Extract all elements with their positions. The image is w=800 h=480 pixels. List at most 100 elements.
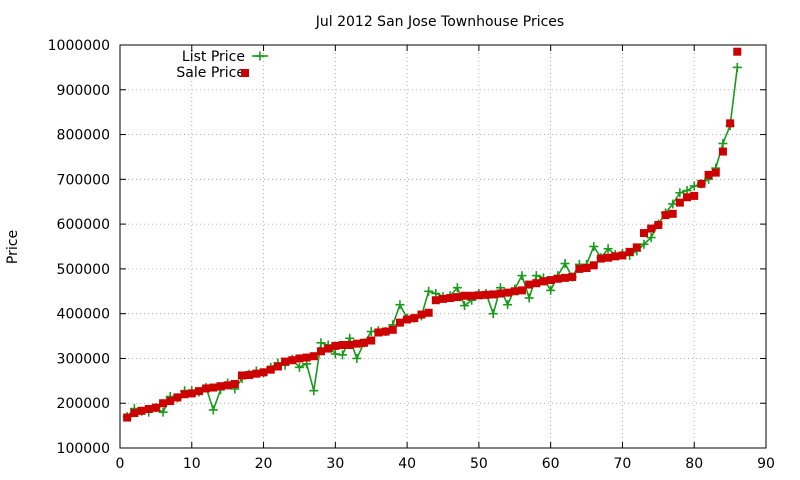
list-price-point: [524, 293, 534, 303]
sale-price-point: [604, 253, 613, 262]
sale-price-point: [460, 291, 469, 300]
sale-price-point: [697, 179, 706, 188]
sale-price-point: [130, 409, 139, 418]
sale-price-point: [661, 211, 670, 220]
sale-price-point: [446, 293, 455, 302]
sale-price-point: [647, 224, 656, 233]
y-tick-label: 300000: [57, 351, 110, 367]
x-tick-label: 0: [116, 456, 125, 472]
sale-price-point: [489, 290, 498, 299]
sale-price-point: [345, 341, 354, 350]
list-price-point: [330, 349, 340, 359]
list-price-point: [424, 286, 434, 296]
y-axis-label: Price: [5, 230, 21, 264]
list-price-point: [366, 327, 376, 337]
sale-price-point: [632, 243, 641, 252]
sale-price-point: [309, 352, 318, 361]
y-tick-label: 100000: [57, 441, 110, 457]
sale-price-point: [273, 362, 282, 371]
list-price-point: [560, 259, 570, 269]
sale-price-point: [216, 382, 225, 391]
list-price-point: [208, 405, 218, 415]
legend-label: Sale Price: [176, 65, 245, 81]
list-price-point: [309, 386, 319, 396]
y-tick-label: 800000: [57, 128, 110, 144]
sale-price-point: [733, 47, 742, 56]
sale-price-point: [281, 357, 290, 366]
sale-price-point: [510, 287, 519, 296]
sale-price-point: [360, 338, 369, 347]
list-price-line: [126, 67, 739, 418]
sale-price-point: [331, 341, 340, 350]
sale-price-point: [238, 371, 247, 380]
list-price-point: [639, 239, 649, 249]
sale-price-point: [683, 193, 692, 202]
sale-price-point: [503, 288, 512, 297]
sale-price-point: [338, 341, 347, 350]
list-price-point: [517, 271, 527, 281]
plot-series: [122, 47, 742, 422]
sale-price-point: [546, 276, 555, 285]
list-price-point: [158, 407, 168, 417]
y-tick-label: 900000: [57, 83, 110, 99]
axis-ticks: 0 10 20 30 40 50 60 70 80 90 100000 200000 300000 400…: [48, 38, 775, 472]
list-price-point: [452, 283, 462, 293]
sale-price-point: [223, 381, 232, 390]
sale-price-point: [187, 389, 196, 398]
sale-price-point: [252, 369, 261, 378]
list-price-point: [589, 242, 599, 251]
x-tick-label: 40: [398, 456, 416, 472]
sale-price-point: [424, 308, 433, 317]
x-tick-label: 10: [183, 456, 201, 472]
series-1: [123, 47, 742, 422]
sale-price-point: [525, 280, 534, 289]
sale-price-point: [288, 356, 297, 365]
list-price-point: [718, 139, 728, 149]
sale-price-point: [137, 406, 146, 415]
sale-price-point: [575, 264, 584, 273]
sale-price-point: [159, 399, 168, 408]
list-price-point: [352, 353, 362, 363]
sale-price-point: [202, 384, 211, 393]
list-price-point: [395, 300, 405, 310]
sale-price-point: [482, 290, 491, 299]
sale-price-point: [431, 296, 440, 305]
list-price-point: [732, 62, 742, 72]
sale-price-point: [388, 325, 397, 334]
x-tick-label: 30: [326, 456, 344, 472]
sale-price-point: [395, 318, 404, 327]
sale-price-point: [123, 413, 132, 422]
x-tick-label: 80: [685, 456, 703, 472]
list-price-point: [503, 300, 513, 310]
list-price-point: [338, 350, 348, 360]
sale-price-point: [596, 254, 605, 263]
sale-price-point: [611, 252, 620, 261]
sale-price-point: [539, 277, 548, 286]
list-price-point: [316, 338, 326, 348]
sale-price-point: [467, 291, 476, 300]
y-tick-label: 1000000: [48, 38, 110, 54]
list-price-point: [603, 244, 613, 254]
list-price-point: [488, 309, 498, 319]
sale-price-point: [245, 371, 254, 380]
sale-price-point: [718, 147, 727, 156]
list-price-point: [531, 271, 541, 281]
x-tick-label: 90: [757, 456, 775, 472]
sale-price-point: [675, 198, 684, 207]
sale-price-point: [194, 387, 203, 396]
sale-price-point: [639, 229, 648, 238]
sale-price-point: [410, 314, 419, 323]
sale-price-point: [166, 396, 175, 405]
sale-price-point: [496, 289, 505, 298]
sale-price-point: [324, 344, 333, 353]
sale-price-point: [625, 247, 634, 256]
sale-price-point: [568, 272, 577, 281]
sale-price-point: [180, 390, 189, 399]
sale-price-point: [266, 365, 275, 374]
y-tick-label: 400000: [57, 307, 110, 323]
sale-price-point: [532, 279, 541, 288]
series-0: [122, 62, 742, 422]
legend-label: List Price: [182, 49, 245, 65]
sale-price-point: [711, 168, 720, 177]
